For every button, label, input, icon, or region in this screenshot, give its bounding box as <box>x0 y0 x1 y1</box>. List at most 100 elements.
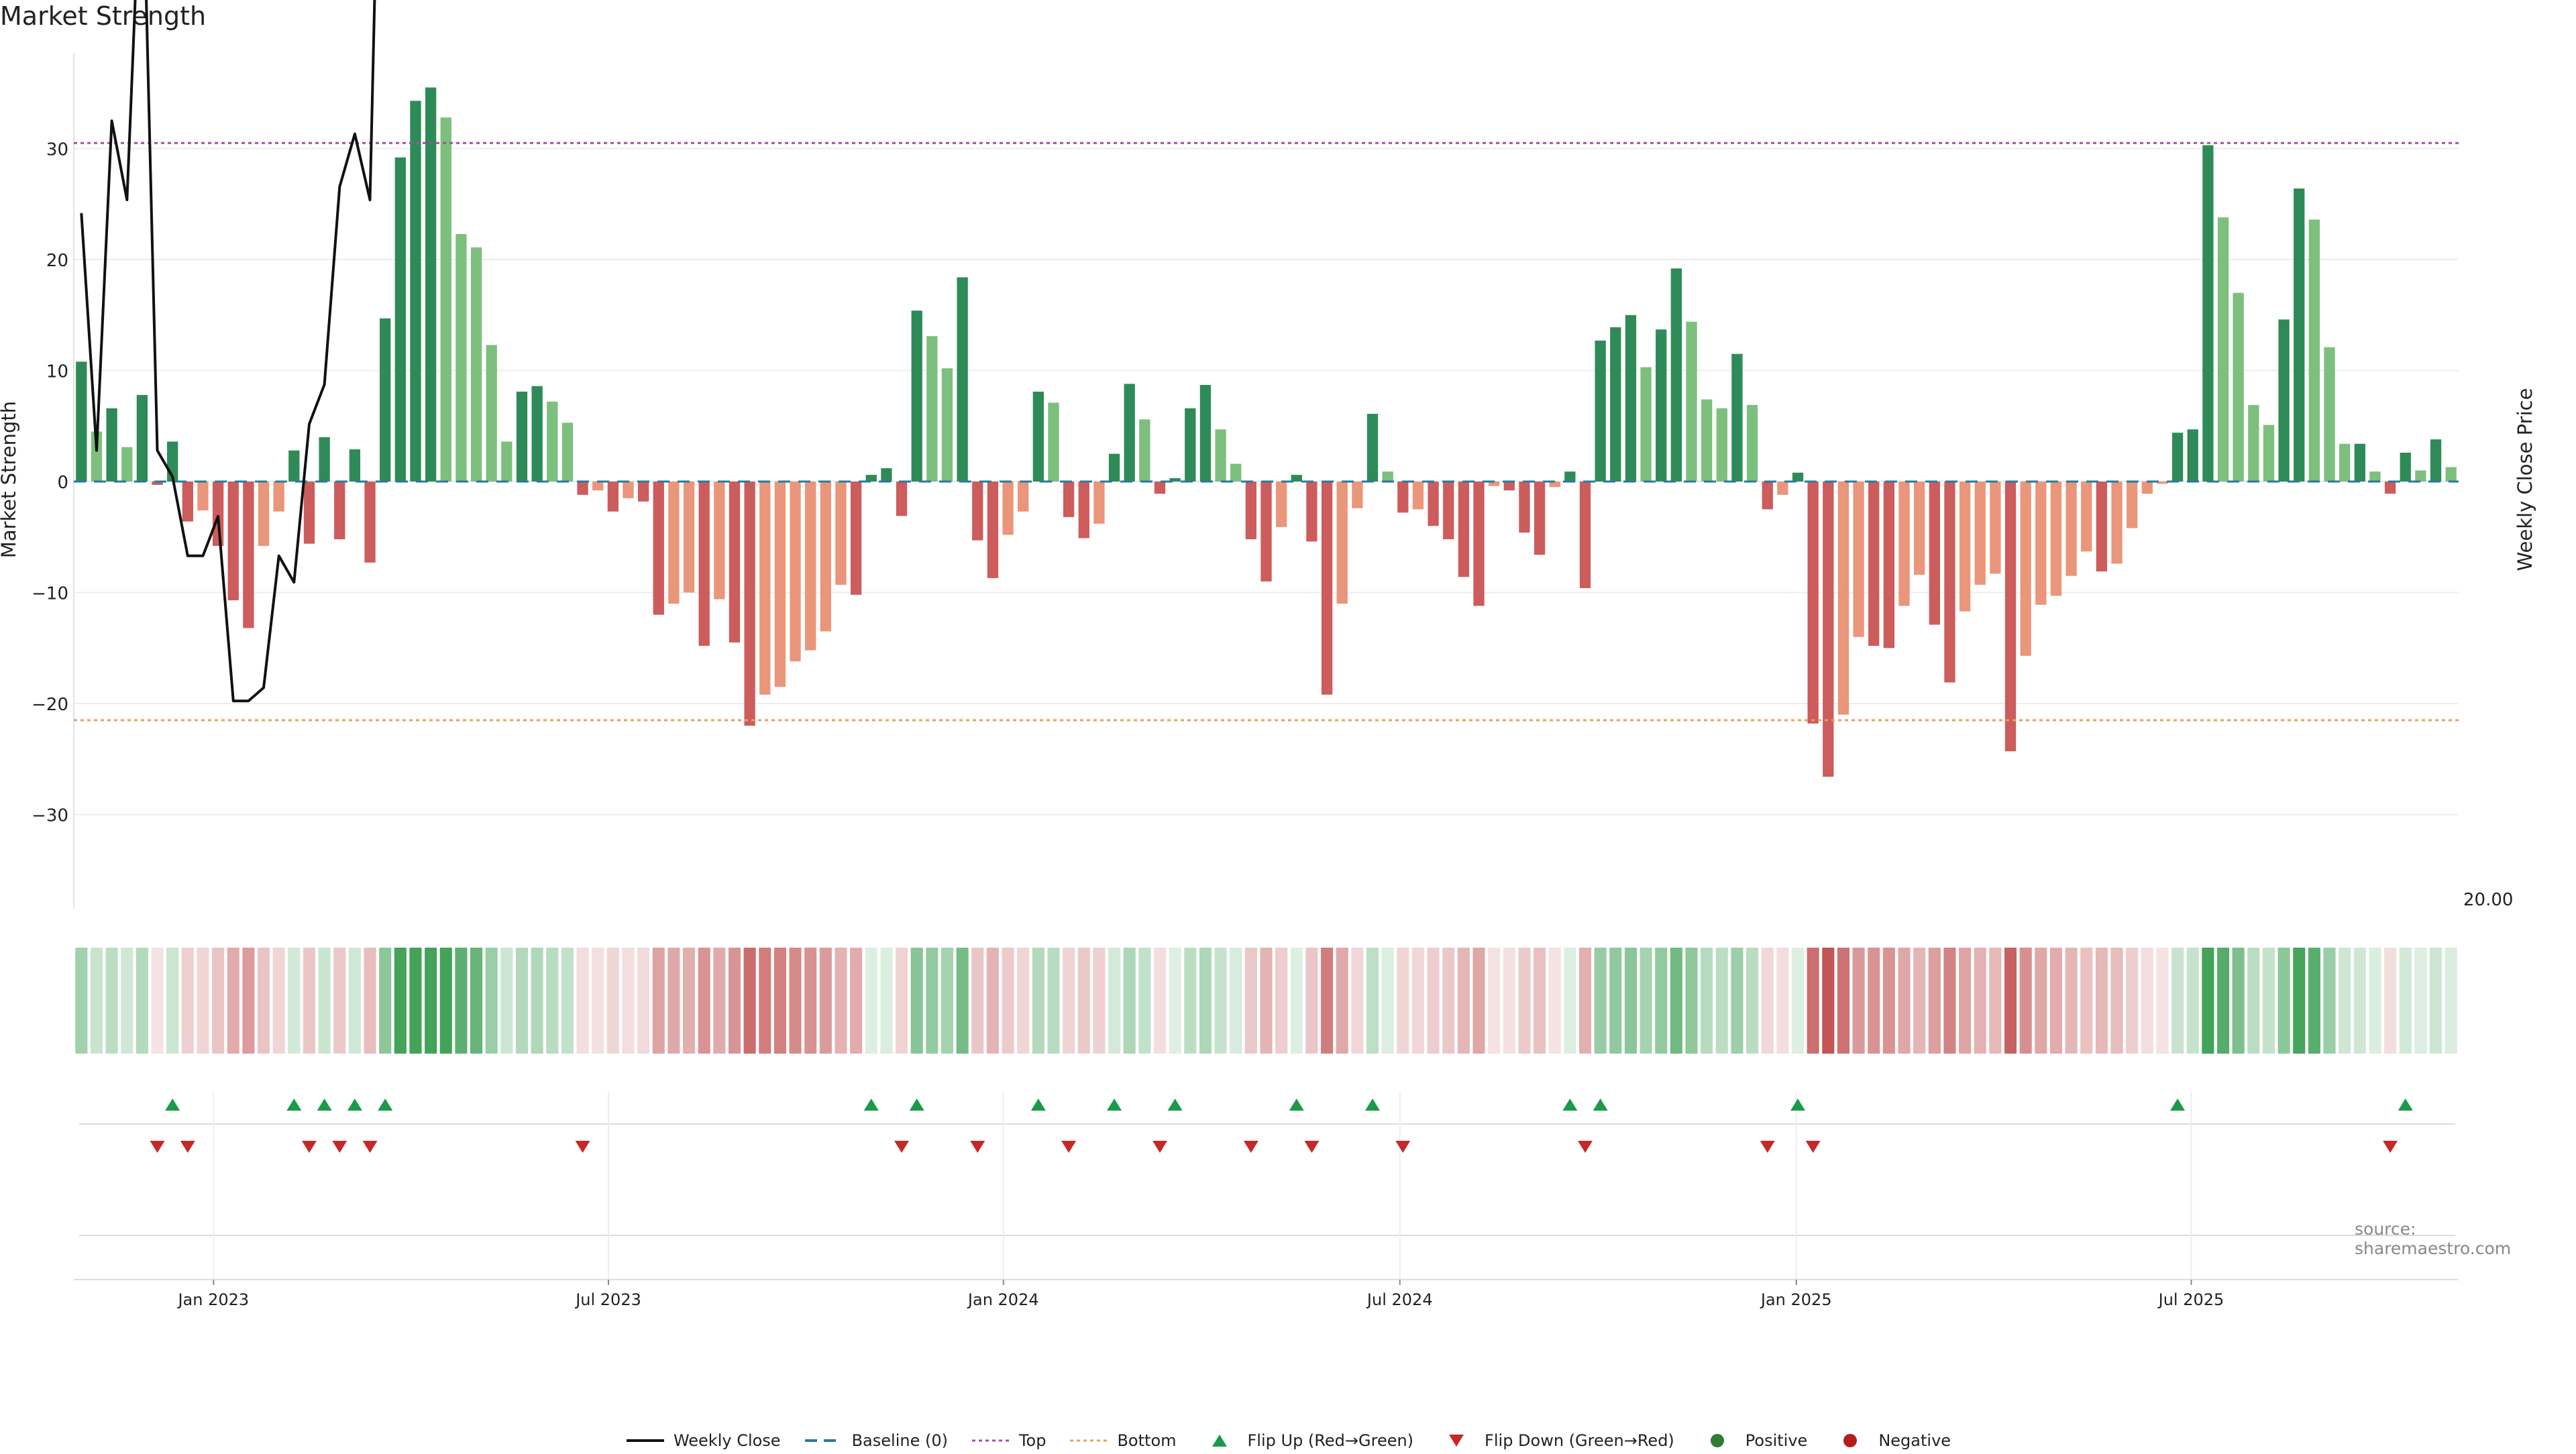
strength-bar <box>1397 482 1409 513</box>
flip-up-marker <box>1562 1099 1578 1111</box>
x-tick-label: Jan 2024 <box>967 1290 1039 1309</box>
strength-bar <box>182 482 193 522</box>
heat-cell <box>1138 948 1151 1054</box>
x-tick-label: Jan 2023 <box>176 1290 249 1309</box>
strength-bar <box>1656 329 1667 482</box>
heat-cell <box>561 948 574 1054</box>
strength-bar <box>1701 399 1713 482</box>
strength-bar <box>561 423 574 482</box>
strength-bar <box>668 482 680 604</box>
strength-bar <box>2217 217 2229 482</box>
strength-bar <box>91 431 103 482</box>
strength-bar <box>805 482 816 651</box>
heat-cell <box>90 948 103 1054</box>
strength-bar <box>1185 408 1196 482</box>
heat-cell <box>2202 948 2214 1054</box>
flip-up-marker <box>2398 1099 2413 1111</box>
heat-cell <box>1077 948 1090 1054</box>
strength-bar <box>941 368 953 482</box>
strength-bar <box>1002 482 1014 535</box>
strength-bar <box>152 482 163 485</box>
strength-bar <box>592 482 604 491</box>
heat-cell <box>576 948 589 1054</box>
legend-swatch-icon <box>1843 1434 1858 1447</box>
heat-cell <box>1776 948 1789 1054</box>
strength-bar <box>2035 482 2047 605</box>
strength-bar <box>729 482 741 642</box>
heat-cell <box>1913 948 1926 1054</box>
y-tick-label: 10 <box>46 362 68 382</box>
heat-cell <box>1244 948 1257 1054</box>
flip-down-marker <box>1578 1141 1593 1153</box>
strength-bar <box>653 482 664 615</box>
heat-cell <box>2247 948 2260 1054</box>
strength-bar <box>2096 482 2108 572</box>
flip-down-marker <box>1760 1141 1775 1153</box>
flip-up-marker <box>1107 1099 1122 1111</box>
legend-swatch <box>1449 1435 1464 1447</box>
x-tick-label: Jul 2024 <box>1366 1290 1433 1309</box>
strength-bar <box>1610 327 1621 482</box>
flip-down-marker <box>301 1141 317 1153</box>
flip-down-marker <box>2383 1141 2398 1153</box>
heat-cell <box>2293 948 2306 1054</box>
flip-up-marker <box>378 1099 393 1111</box>
heat-cell <box>835 948 847 1054</box>
strength-bar <box>364 482 376 563</box>
legend-swatch-icon <box>1070 1439 1108 1442</box>
flip-up-marker <box>347 1099 362 1111</box>
heat-cell <box>500 948 513 1054</box>
strength-bar <box>1018 482 1029 512</box>
heat-cell <box>1169 948 1181 1054</box>
strength-bar <box>440 117 451 482</box>
heat-cell <box>75 948 88 1054</box>
heat-cell <box>288 948 301 1054</box>
heat-cell <box>1761 948 1774 1054</box>
heat-cell <box>682 948 696 1054</box>
strength-bar <box>1503 482 1515 491</box>
strength-bar <box>1443 482 1454 540</box>
strength-bar <box>698 482 710 646</box>
heat-cell <box>1411 948 1424 1054</box>
strength-bar <box>972 482 983 541</box>
heat-cell <box>197 948 209 1054</box>
heat-cell <box>2399 948 2412 1054</box>
strength-bar <box>227 482 239 601</box>
heat-cell <box>865 948 877 1054</box>
heat-cell <box>1063 948 1075 1054</box>
flip-down-marker <box>332 1141 347 1153</box>
heat-cell <box>1624 948 1637 1054</box>
strength-bar <box>258 482 270 546</box>
heat-cell <box>2019 948 2032 1054</box>
heat-cell <box>1578 948 1592 1054</box>
strength-bar <box>1032 391 1044 482</box>
heat-cell <box>2232 948 2245 1054</box>
strength-bar <box>2308 219 2320 482</box>
heat-cell <box>2339 948 2351 1054</box>
strength-bar <box>380 318 391 482</box>
strength-bar <box>1245 482 1257 540</box>
flip-up-marker <box>317 1099 332 1111</box>
heat-cell <box>303 948 316 1054</box>
strength-bar <box>1731 353 1743 482</box>
strength-bar <box>319 437 330 482</box>
heat-cell <box>956 948 969 1054</box>
strength-bar <box>1777 482 1788 495</box>
heat-cell <box>637 948 650 1054</box>
heat-cell <box>1017 948 1030 1054</box>
strength-bar <box>1670 268 1682 482</box>
x-tick-label: Jan 2025 <box>1760 1290 1832 1309</box>
heat-cell <box>743 948 756 1054</box>
legend-label: Positive <box>1745 1431 1808 1450</box>
legend-label: Weekly Close <box>673 1431 781 1450</box>
heat-cell <box>1943 948 1956 1054</box>
strength-bar <box>1792 472 1804 482</box>
heat-cell <box>1852 948 1865 1054</box>
strength-bar <box>1078 482 1089 539</box>
strength-bar <box>1762 482 1773 510</box>
strength-bar <box>1048 402 1059 482</box>
strength-bar <box>394 157 406 482</box>
strength-bar <box>1974 482 1986 585</box>
strength-bar <box>1944 482 1955 683</box>
flip-down-marker <box>362 1141 378 1153</box>
